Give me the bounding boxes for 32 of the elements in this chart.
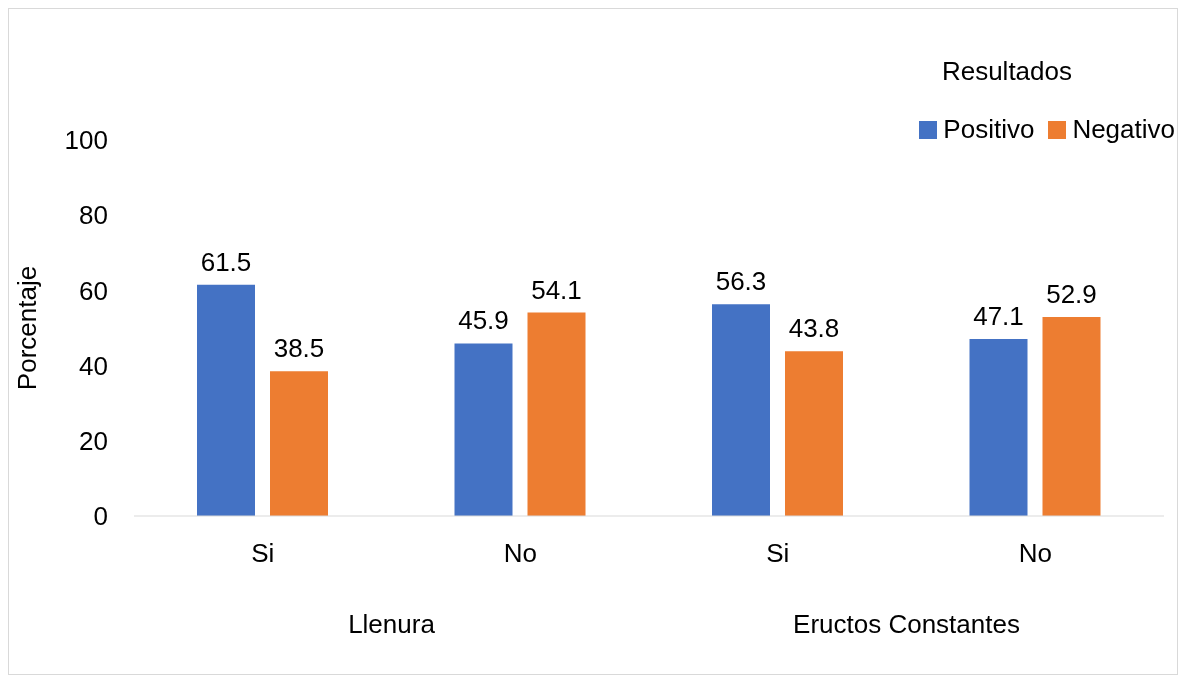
y-tick-label: 80 xyxy=(79,200,108,231)
y-axis-title: Porcentaje xyxy=(12,265,43,391)
bar xyxy=(270,371,328,516)
data-label: 52.9 xyxy=(1046,279,1097,310)
bar xyxy=(712,304,770,516)
y-tick-label: 0 xyxy=(93,501,108,532)
legend-label: Positivo xyxy=(942,114,1035,145)
y-tick-label: 40 xyxy=(79,350,108,381)
legend-label: Negativo xyxy=(1071,114,1175,145)
bar xyxy=(454,343,513,516)
data-label: 47.1 xyxy=(973,300,1024,331)
data-label: 54.1 xyxy=(531,274,582,305)
data-label: 45.9 xyxy=(458,305,509,336)
data-label: 61.5 xyxy=(200,246,252,277)
x-tick-label: No xyxy=(503,538,537,569)
bar xyxy=(197,284,255,516)
data-label: 56.3 xyxy=(715,266,767,297)
y-tick-label: 100 xyxy=(64,125,108,156)
bar xyxy=(785,351,843,516)
y-tick-label: 20 xyxy=(79,426,108,457)
bar xyxy=(527,312,586,516)
data-label: 43.8 xyxy=(788,313,840,344)
bar xyxy=(969,338,1028,516)
legend-title: Resultados xyxy=(941,56,1072,87)
bar xyxy=(1042,317,1101,516)
data-label: 38.5 xyxy=(273,333,325,364)
x-tick-label: Si xyxy=(766,538,790,569)
x-tick-label: No xyxy=(1018,538,1052,569)
text: Eructos Constantes xyxy=(792,609,1021,640)
y-tick-label: 60 xyxy=(79,275,108,306)
text: Llenura xyxy=(347,609,436,640)
x-tick-label: Si xyxy=(251,538,275,569)
